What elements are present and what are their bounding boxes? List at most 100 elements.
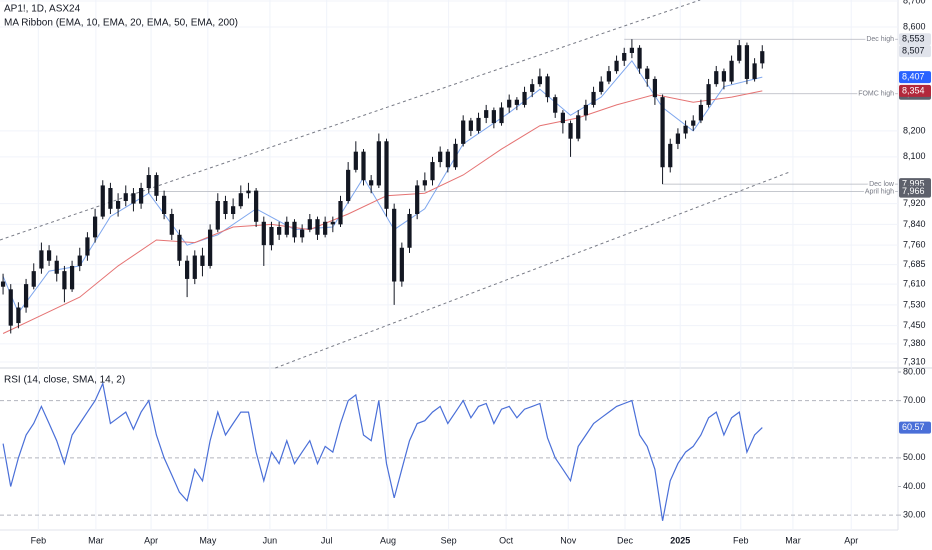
- candle-body: [675, 133, 681, 144]
- candle-body: [376, 141, 381, 186]
- candle-body: [660, 97, 665, 168]
- x-tick-label: May: [199, 535, 217, 545]
- candle-body: [576, 115, 581, 139]
- candle-body: [645, 68, 650, 79]
- candle-body: [668, 143, 673, 168]
- price-tag-label: 7,966: [902, 186, 925, 196]
- price-tag: [899, 71, 931, 84]
- candle-body: [177, 234, 182, 261]
- x-tick-label: Apr: [844, 535, 858, 545]
- price-tag-label: 8,407: [902, 72, 925, 82]
- candle-body: [330, 221, 335, 225]
- y-tick-label: 7,450: [903, 320, 926, 330]
- candle-body: [315, 219, 320, 235]
- candle-body: [77, 255, 82, 266]
- candle-body: [744, 45, 750, 79]
- x-tick-label: Feb: [733, 535, 749, 545]
- candle-body: [652, 78, 658, 98]
- candle-body: [200, 255, 205, 266]
- y-tick-label: 8,200: [903, 125, 926, 135]
- y-tick-label: 40.00: [903, 481, 926, 491]
- candle-body: [714, 71, 719, 85]
- candle-body: [162, 195, 167, 214]
- candle-body: [154, 175, 159, 196]
- price-tag-label: 8,553: [902, 34, 925, 44]
- x-tick-label: Mar: [88, 535, 104, 545]
- chart-title: AP1!, 1D, ASX24: [4, 4, 81, 15]
- candle-body: [146, 175, 151, 189]
- candle-body: [346, 169, 351, 202]
- candle-body: [231, 206, 236, 214]
- candle-body: [23, 284, 29, 308]
- price-tag: [899, 84, 931, 97]
- candle-body: [629, 47, 635, 53]
- candle-body: [39, 250, 44, 269]
- y-tick-label: 70.00: [903, 395, 926, 405]
- candle-body: [453, 143, 458, 168]
- candle-body: [338, 201, 343, 225]
- price-tag: [899, 33, 931, 46]
- x-tick-label: Mar: [785, 535, 801, 545]
- y-tick-label: 50.00: [903, 452, 926, 462]
- x-tick-label: Dec: [617, 535, 634, 545]
- x-tick-label: 2025: [670, 535, 690, 545]
- candle-body: [100, 185, 105, 217]
- candle-body: [16, 307, 21, 324]
- candle-body: [138, 188, 144, 204]
- price-tag: [899, 185, 931, 198]
- candle-body: [215, 201, 220, 230]
- candle-body: [392, 208, 397, 282]
- x-tick-label: Sep: [441, 535, 457, 545]
- candle-body: [691, 120, 696, 126]
- candle-body: [606, 71, 612, 82]
- candle-body: [537, 76, 542, 85]
- x-tick-label: Aug: [380, 535, 396, 545]
- y-tick-label: 30.00: [903, 509, 926, 519]
- candle-body: [92, 216, 98, 238]
- rsi-tag: [899, 421, 931, 434]
- y-tick-label: 8,700: [903, 0, 926, 5]
- candle-body: [729, 60, 734, 82]
- candle-body: [622, 52, 627, 61]
- candle-body: [553, 97, 558, 113]
- level-label: Dec high: [866, 36, 894, 43]
- y-tick-label: 7,760: [903, 240, 926, 250]
- candle-body: [361, 151, 366, 181]
- price-tag-label: 8,507: [902, 46, 925, 56]
- candle-body: [69, 265, 75, 290]
- candle-body: [284, 221, 289, 235]
- candle-body: [399, 247, 404, 282]
- y-tick-label: 7,920: [903, 198, 926, 208]
- level-label: Dec low: [869, 181, 895, 188]
- candle-body: [31, 271, 36, 287]
- rsi-tag-label: 60.57: [902, 422, 925, 432]
- candle-body: [445, 151, 450, 168]
- candle-body: [568, 123, 573, 139]
- level-label: April high: [865, 189, 894, 196]
- candle-body: [246, 190, 251, 194]
- y-tick-label: 7,840: [903, 219, 926, 229]
- candle-body: [185, 260, 190, 279]
- candle-body: [292, 221, 297, 238]
- candle-body: [238, 193, 243, 207]
- rsi-label: RSI (14, close, SMA, 14, 2): [4, 375, 125, 386]
- candle-body: [369, 180, 374, 186]
- candle-body: [254, 190, 259, 222]
- y-tick-label: 7,610: [903, 278, 926, 288]
- x-tick-label: Jun: [263, 535, 278, 545]
- candle-body: [737, 45, 742, 61]
- candle-body: [0, 281, 6, 287]
- candle-body: [8, 289, 13, 326]
- candle-body: [261, 221, 266, 246]
- candle-body: [438, 151, 443, 163]
- candle-body: [507, 99, 512, 108]
- candle-body: [131, 193, 136, 204]
- candle-body: [430, 162, 435, 181]
- candle-body: [208, 229, 213, 266]
- candle-body: [269, 226, 274, 246]
- candle-body: [499, 107, 504, 124]
- ema-line: [2, 59, 763, 314]
- candle-body: [384, 141, 389, 209]
